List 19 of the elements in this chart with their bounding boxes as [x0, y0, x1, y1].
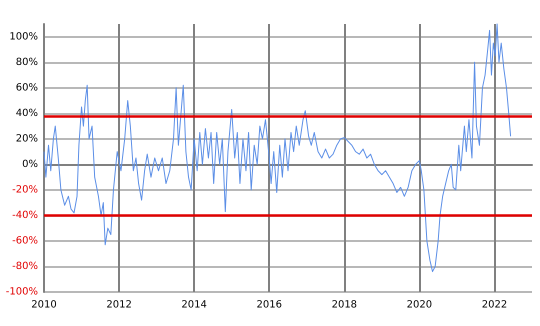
- y-tick-label: -100%: [6, 286, 38, 298]
- y-tick-label: 60%: [16, 82, 38, 94]
- x-tick-label: 2018: [332, 300, 358, 310]
- y-tick-label: 40%: [16, 108, 38, 119]
- y-tick-label: 80%: [16, 56, 38, 68]
- y-tick-label: 0%: [22, 158, 38, 170]
- y-tick-label: 100%: [9, 31, 38, 42]
- x-tick-label: 2014: [181, 300, 207, 310]
- y-tick-label: 20%: [16, 133, 38, 144]
- x-tick-label: 2022: [482, 300, 508, 310]
- y-tick-label: -40%: [12, 210, 38, 221]
- x-tick-label: 2012: [106, 300, 132, 310]
- x-tick-label: 2010: [31, 300, 57, 310]
- line-series: [44, 24, 512, 272]
- x-tick-label: 2016: [256, 300, 282, 310]
- y-tick-label: -60%: [12, 235, 38, 246]
- x-tick-label: 2020: [406, 300, 432, 310]
- y-tick-label: -20%: [12, 184, 38, 196]
- y-tick-label: -80%: [12, 260, 38, 272]
